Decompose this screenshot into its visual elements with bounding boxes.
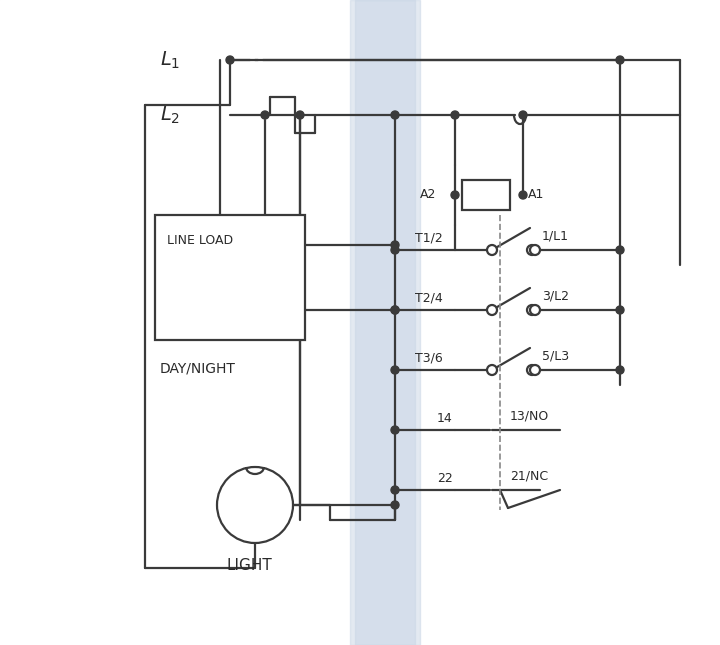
- Circle shape: [451, 191, 459, 199]
- Circle shape: [226, 56, 234, 64]
- Circle shape: [391, 501, 399, 509]
- Circle shape: [487, 305, 497, 315]
- Text: 14: 14: [437, 412, 453, 424]
- Text: A1: A1: [528, 188, 544, 201]
- Circle shape: [391, 111, 399, 119]
- Text: $L_2$: $L_2$: [160, 104, 180, 126]
- Circle shape: [487, 365, 497, 375]
- Circle shape: [391, 426, 399, 434]
- Circle shape: [616, 366, 624, 374]
- Text: LIGHT: LIGHT: [227, 557, 273, 573]
- Circle shape: [616, 246, 624, 254]
- Text: 22: 22: [437, 471, 453, 484]
- Text: 1/L1: 1/L1: [542, 230, 569, 243]
- Circle shape: [530, 245, 540, 255]
- Circle shape: [296, 111, 304, 119]
- Text: DAY/NIGHT: DAY/NIGHT: [160, 361, 236, 375]
- Circle shape: [527, 305, 537, 315]
- Text: 13/NO: 13/NO: [510, 410, 549, 422]
- Circle shape: [391, 241, 399, 249]
- Text: 21/NC: 21/NC: [510, 470, 548, 482]
- Bar: [350, 0, 420, 645]
- Text: T1/2: T1/2: [415, 232, 443, 244]
- Bar: [462, 180, 510, 210]
- Text: $L_1$: $L_1$: [160, 50, 180, 71]
- Text: LINE LOAD: LINE LOAD: [167, 233, 233, 246]
- Circle shape: [487, 245, 497, 255]
- Circle shape: [519, 111, 527, 119]
- Circle shape: [616, 56, 624, 64]
- Circle shape: [391, 306, 399, 314]
- Circle shape: [519, 191, 527, 199]
- Text: 3/L2: 3/L2: [542, 290, 569, 303]
- Circle shape: [391, 306, 399, 314]
- Text: 5/L3: 5/L3: [542, 350, 569, 362]
- Text: A2: A2: [420, 188, 436, 201]
- Circle shape: [451, 111, 459, 119]
- Circle shape: [261, 111, 269, 119]
- Circle shape: [391, 246, 399, 254]
- Circle shape: [616, 306, 624, 314]
- Text: T2/4: T2/4: [415, 292, 443, 304]
- Circle shape: [217, 467, 293, 543]
- Text: T3/6: T3/6: [415, 352, 443, 364]
- Circle shape: [527, 245, 537, 255]
- Circle shape: [391, 486, 399, 494]
- Bar: [155, 215, 305, 340]
- Circle shape: [391, 366, 399, 374]
- Bar: [355, 0, 415, 645]
- Circle shape: [530, 305, 540, 315]
- Circle shape: [530, 365, 540, 375]
- Circle shape: [527, 365, 537, 375]
